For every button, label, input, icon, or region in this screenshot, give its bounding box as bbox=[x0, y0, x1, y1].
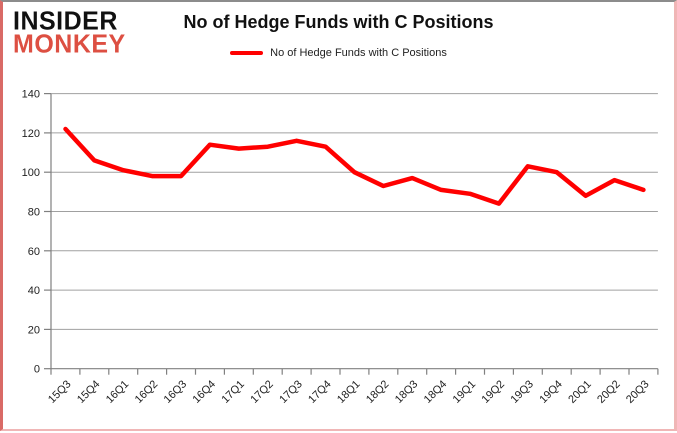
y-tick-label: 120 bbox=[22, 128, 40, 140]
x-tick-label: 18Q4 bbox=[422, 378, 450, 406]
y-tick-label: 20 bbox=[28, 324, 40, 336]
chart-header: No of Hedge Funds with C Positions No of… bbox=[3, 12, 674, 59]
series-line bbox=[63, 126, 646, 206]
y-tick-label: 100 bbox=[22, 167, 40, 179]
x-tick-label: 19Q4 bbox=[537, 378, 565, 406]
x-tick-label: 18Q1 bbox=[335, 378, 363, 406]
x-tick-label: 16Q4 bbox=[191, 378, 219, 406]
x-tick-label: 15Q4 bbox=[75, 378, 103, 406]
x-tick-label: 16Q3 bbox=[162, 378, 190, 406]
x-tick-label: 17Q4 bbox=[306, 378, 334, 406]
line-chart-canvas: 0 20 40 60 80 100 120 140 15Q3 15Q4 16Q1 16Q2 16Q3 16… bbox=[22, 89, 659, 406]
x-tick-label: 19Q1 bbox=[451, 378, 479, 406]
x-tick-label: 19Q3 bbox=[508, 378, 536, 406]
x-tick-label: 16Q1 bbox=[104, 378, 132, 406]
legend-label: No of Hedge Funds with C Positions bbox=[270, 47, 447, 59]
legend-line-marker bbox=[230, 51, 264, 55]
y-tick-label: 80 bbox=[28, 207, 40, 219]
chart-title: No of Hedge Funds with C Positions bbox=[183, 12, 494, 32]
x-tick-label: 20Q3 bbox=[624, 378, 652, 406]
x-tick-label: 17Q3 bbox=[277, 378, 305, 406]
x-tick-label: 19Q2 bbox=[480, 378, 508, 406]
insider-monkey-logo: INSIDER MONKEY bbox=[13, 6, 126, 59]
x-tick-label: 16Q2 bbox=[133, 378, 161, 406]
logo-text-monkey: MONKEY bbox=[13, 29, 126, 59]
logo-text-insider: INSIDER bbox=[13, 6, 118, 36]
x-tick-label: 17Q2 bbox=[248, 378, 276, 406]
x-tick-label: 20Q2 bbox=[595, 378, 623, 406]
legend: No of Hedge Funds with C Positions bbox=[3, 47, 674, 59]
y-tick-label: 0 bbox=[34, 364, 40, 376]
y-tick-label: 40 bbox=[28, 285, 40, 297]
x-tick-label: 18Q3 bbox=[393, 378, 421, 406]
x-tick-label: 15Q3 bbox=[46, 378, 74, 406]
x-tick-label: 18Q2 bbox=[364, 378, 392, 406]
y-tick-label: 60 bbox=[28, 246, 40, 258]
x-tick-label: 17Q1 bbox=[219, 378, 247, 406]
y-tick-label: 140 bbox=[22, 89, 40, 101]
x-tick-label: 20Q1 bbox=[566, 378, 594, 406]
